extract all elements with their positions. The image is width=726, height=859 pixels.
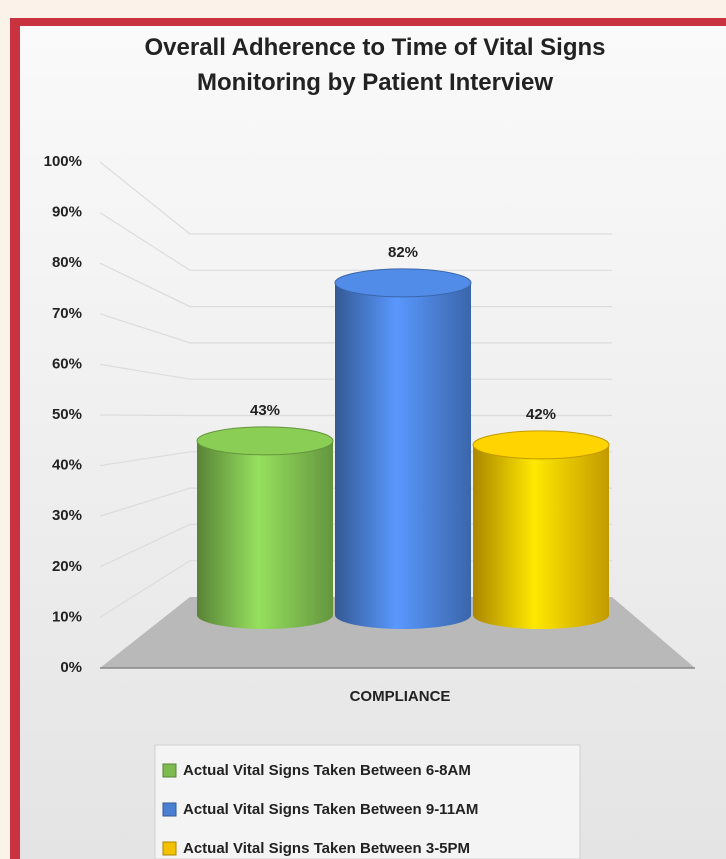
y-tick-label: 20% [52, 558, 82, 575]
grid-line [99, 414, 612, 417]
legend-swatch [162, 763, 177, 778]
legend-label: Actual Vital Signs Taken Between 6-8AM [183, 762, 471, 779]
bar [334, 268, 472, 629]
y-tick-label: 80% [52, 254, 82, 271]
grid-line [99, 262, 612, 308]
y-tick-label: 90% [52, 204, 82, 221]
grid-line [99, 161, 612, 235]
legend-label: Actual Vital Signs Taken Between 3-5PM [183, 840, 470, 857]
y-tick-label: 30% [52, 507, 82, 524]
grid-line [99, 363, 612, 380]
grid-line [99, 523, 612, 568]
grid-line [99, 451, 612, 467]
y-tick-label: 60% [52, 355, 82, 372]
legend-label: Actual Vital Signs Taken Between 9-11AM [183, 801, 478, 818]
bar [472, 430, 610, 629]
y-tick-label: 0% [60, 659, 82, 676]
y-tick-label: 100% [44, 153, 82, 170]
chart-title: Overall Adherence to Time of Vital Signs… [144, 34, 606, 96]
grid-line [99, 560, 612, 618]
legend [154, 744, 581, 859]
y-tick-label: 10% [52, 608, 82, 625]
y-tick-label: 50% [52, 406, 82, 423]
grid-line [99, 313, 612, 344]
data-label: 42% [526, 406, 556, 423]
x-tick-label: COMPLIANCE [350, 688, 451, 705]
data-label: 82% [388, 244, 418, 261]
legend-swatch [162, 841, 177, 856]
bar [196, 426, 334, 629]
legend-swatch [162, 802, 177, 817]
grid-line [99, 212, 612, 271]
data-label: 43% [250, 402, 280, 419]
grid-line [99, 487, 612, 517]
y-tick-label: 40% [52, 457, 82, 474]
y-tick-label: 70% [52, 305, 82, 322]
